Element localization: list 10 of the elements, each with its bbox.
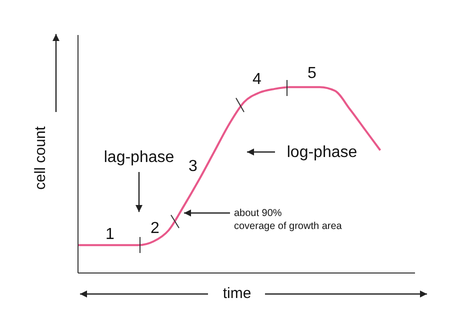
- y-axis-title: cell count: [32, 125, 49, 190]
- annotation: 1: [106, 226, 115, 243]
- annotation: about 90% coverage of growth area: [234, 208, 342, 232]
- annotation: lag-phase: [104, 149, 174, 166]
- text: 5: [308, 65, 317, 82]
- annotation: log-phase: [286, 144, 358, 161]
- x-axis-title: time: [222, 285, 252, 302]
- annotation: 2: [150, 220, 160, 237]
- annotation: 4: [252, 71, 262, 88]
- annotation: 3: [188, 158, 198, 175]
